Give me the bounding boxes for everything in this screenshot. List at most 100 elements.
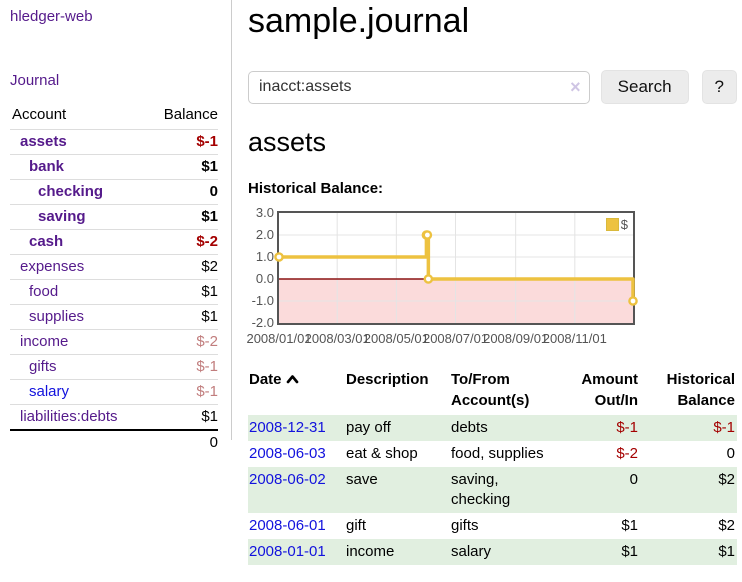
account-balance: $-2 xyxy=(146,229,218,255)
accounts-total-spacer xyxy=(10,429,147,455)
register-row: 2008-12-31 pay off debts $-1 $-1 xyxy=(248,415,737,441)
sidebar-account-link[interactable]: income xyxy=(20,333,69,350)
transaction-date-link[interactable]: 2008-06-03 xyxy=(249,445,326,462)
transaction-accounts: gifts xyxy=(451,517,479,534)
transaction-date-link[interactable]: 2008-06-01 xyxy=(249,517,326,534)
register-header-description: Description xyxy=(346,371,429,388)
accounts-total-balance: 0 xyxy=(146,429,218,455)
sidebar-account-link[interactable]: food xyxy=(29,283,59,300)
register-header-accounts: To/From Account(s) xyxy=(451,371,530,409)
account-row: saving $1 xyxy=(10,204,218,230)
x-axis-tick-label: 2008/09/01 xyxy=(483,331,549,346)
transaction-amount: $1 xyxy=(621,543,638,560)
data-point xyxy=(628,296,638,306)
account-balance: $-1 xyxy=(146,379,218,405)
y-axis-tick-label: -2.0 xyxy=(251,315,274,330)
transaction-description: save xyxy=(346,471,378,488)
transaction-amount: $-2 xyxy=(616,445,638,462)
sidebar-account-link[interactable]: liabilities:debts xyxy=(20,408,118,425)
y-axis-tick-label: -1.0 xyxy=(251,293,274,308)
accounts-table-header-account: Account xyxy=(12,106,67,123)
chart-section-label: Historical Balance: xyxy=(248,180,384,197)
x-axis-tick-label: 2008/05/01 xyxy=(363,331,429,346)
account-balance: $-1 xyxy=(146,129,218,155)
account-row: supplies $1 xyxy=(10,304,218,330)
y-axis-tick-label: 3.0 xyxy=(255,205,274,220)
account-row: bank $1 xyxy=(10,154,218,180)
account-balance: $-1 xyxy=(146,354,218,380)
sidebar: hledger-web Journal Account Balance asse… xyxy=(0,0,232,455)
y-axis-tick-label: 2.0 xyxy=(255,227,274,242)
transaction-amount: 0 xyxy=(629,471,638,488)
y-axis-tick-label: 1.0 xyxy=(255,249,274,264)
chart-canvas xyxy=(274,213,638,323)
register-row: 2008-06-01 gift gifts $1 $2 xyxy=(248,513,737,539)
register-header-amount: Amount Out/In xyxy=(581,371,638,409)
transaction-date-link[interactable]: 2008-06-02 xyxy=(249,471,326,488)
account-balance: $2 xyxy=(146,254,218,280)
transaction-date-link[interactable]: 2008-01-01 xyxy=(249,543,326,560)
transaction-description: pay off xyxy=(346,419,391,436)
search-button[interactable]: Search xyxy=(600,70,689,104)
account-balance: $1 xyxy=(146,154,218,180)
register-header-balance: Historical Balance xyxy=(666,371,735,409)
register-table-body: 2008-12-31 pay off debts $-1 $-1 2008-06-03 ea… xyxy=(248,415,737,565)
x-axis-tick-label: 2008/03/01 xyxy=(304,331,370,346)
search-input[interactable] xyxy=(248,70,590,104)
legend-label: $ xyxy=(620,217,628,232)
historical-balance-chart: $ 3.0 2.0 1.0 0.0 -1.0 -2.0 2008/01/01 2008/03/… xyxy=(246,205,737,349)
transaction-balance: $2 xyxy=(718,517,735,534)
account-balance: $1 xyxy=(146,204,218,230)
data-point xyxy=(422,230,433,240)
transaction-accounts: saving, checking xyxy=(451,471,511,508)
account-balance: $1 xyxy=(146,279,218,305)
x-axis-tick-label: 2008/07/01 xyxy=(422,331,489,346)
account-row: liabilities:debts $1 xyxy=(10,404,218,430)
transaction-amount: $-1 xyxy=(616,419,638,436)
y-axis-tick-label: 0.0 xyxy=(255,271,274,286)
sidebar-account-link[interactable]: salary xyxy=(29,383,70,400)
sidebar-account-link[interactable]: bank xyxy=(29,158,65,175)
account-row: gifts $-1 xyxy=(10,354,218,380)
register-row: 2008-06-03 eat & shop food, supplies $-2 0 xyxy=(248,441,737,467)
accounts-table: Account Balance assets $-1 bank $1 checking 0… xyxy=(10,104,218,455)
transaction-description: gift xyxy=(346,517,367,534)
account-row: assets $-1 xyxy=(10,129,218,155)
search-input-wrap: × xyxy=(248,70,590,104)
chart-plot-area: $ xyxy=(274,211,638,325)
register-header-row: Date Description To/From Account(s) Amou… xyxy=(248,367,737,415)
account-row: checking 0 xyxy=(10,179,218,205)
account-row: salary $-1 xyxy=(10,379,218,405)
x-axis-tick-label: 2008/01/01 xyxy=(246,331,312,346)
app-brand-link[interactable]: hledger-web xyxy=(10,8,93,25)
sidebar-account-link[interactable]: saving xyxy=(38,208,86,225)
search-form: × Search ? xyxy=(248,70,737,104)
transaction-balance: $-1 xyxy=(713,419,735,436)
clear-search-icon[interactable]: × xyxy=(570,76,581,97)
sort-ascending-icon xyxy=(286,375,298,384)
transaction-balance: 0 xyxy=(726,445,735,462)
sidebar-account-link[interactable]: checking xyxy=(38,183,104,200)
sidebar-account-link[interactable]: supplies xyxy=(29,308,85,325)
sidebar-account-link[interactable]: cash xyxy=(29,233,64,250)
page-title: sample.journal xyxy=(248,2,470,40)
account-heading: assets xyxy=(248,127,327,157)
transaction-accounts: debts xyxy=(451,419,488,436)
main-content: sample.journal × Search ? assets Histori… xyxy=(246,0,737,565)
sidebar-item-journal[interactable]: Journal xyxy=(10,72,60,89)
transaction-date-link[interactable]: 2008-12-31 xyxy=(249,419,326,436)
sidebar-account-link[interactable]: expenses xyxy=(20,258,85,275)
account-balance: $-2 xyxy=(146,329,218,355)
account-row: food $1 xyxy=(10,279,218,305)
x-axis-tick-label: 2008/11/01 xyxy=(542,331,607,346)
data-point xyxy=(274,252,284,262)
register-header-date[interactable]: Date xyxy=(248,367,345,415)
register-table: Date Description To/From Account(s) Amou… xyxy=(248,367,737,565)
accounts-total-row: 0 xyxy=(10,429,218,455)
account-row: expenses $2 xyxy=(10,254,218,280)
search-help-button[interactable]: ? xyxy=(701,70,737,104)
sidebar-account-link[interactable]: gifts xyxy=(29,358,57,375)
sidebar-account-link[interactable]: assets xyxy=(20,133,67,150)
account-table-body: assets $-1 bank $1 checking 0 saving $1 cash $-2 e… xyxy=(10,129,218,430)
transaction-accounts: food, supplies xyxy=(451,445,544,462)
